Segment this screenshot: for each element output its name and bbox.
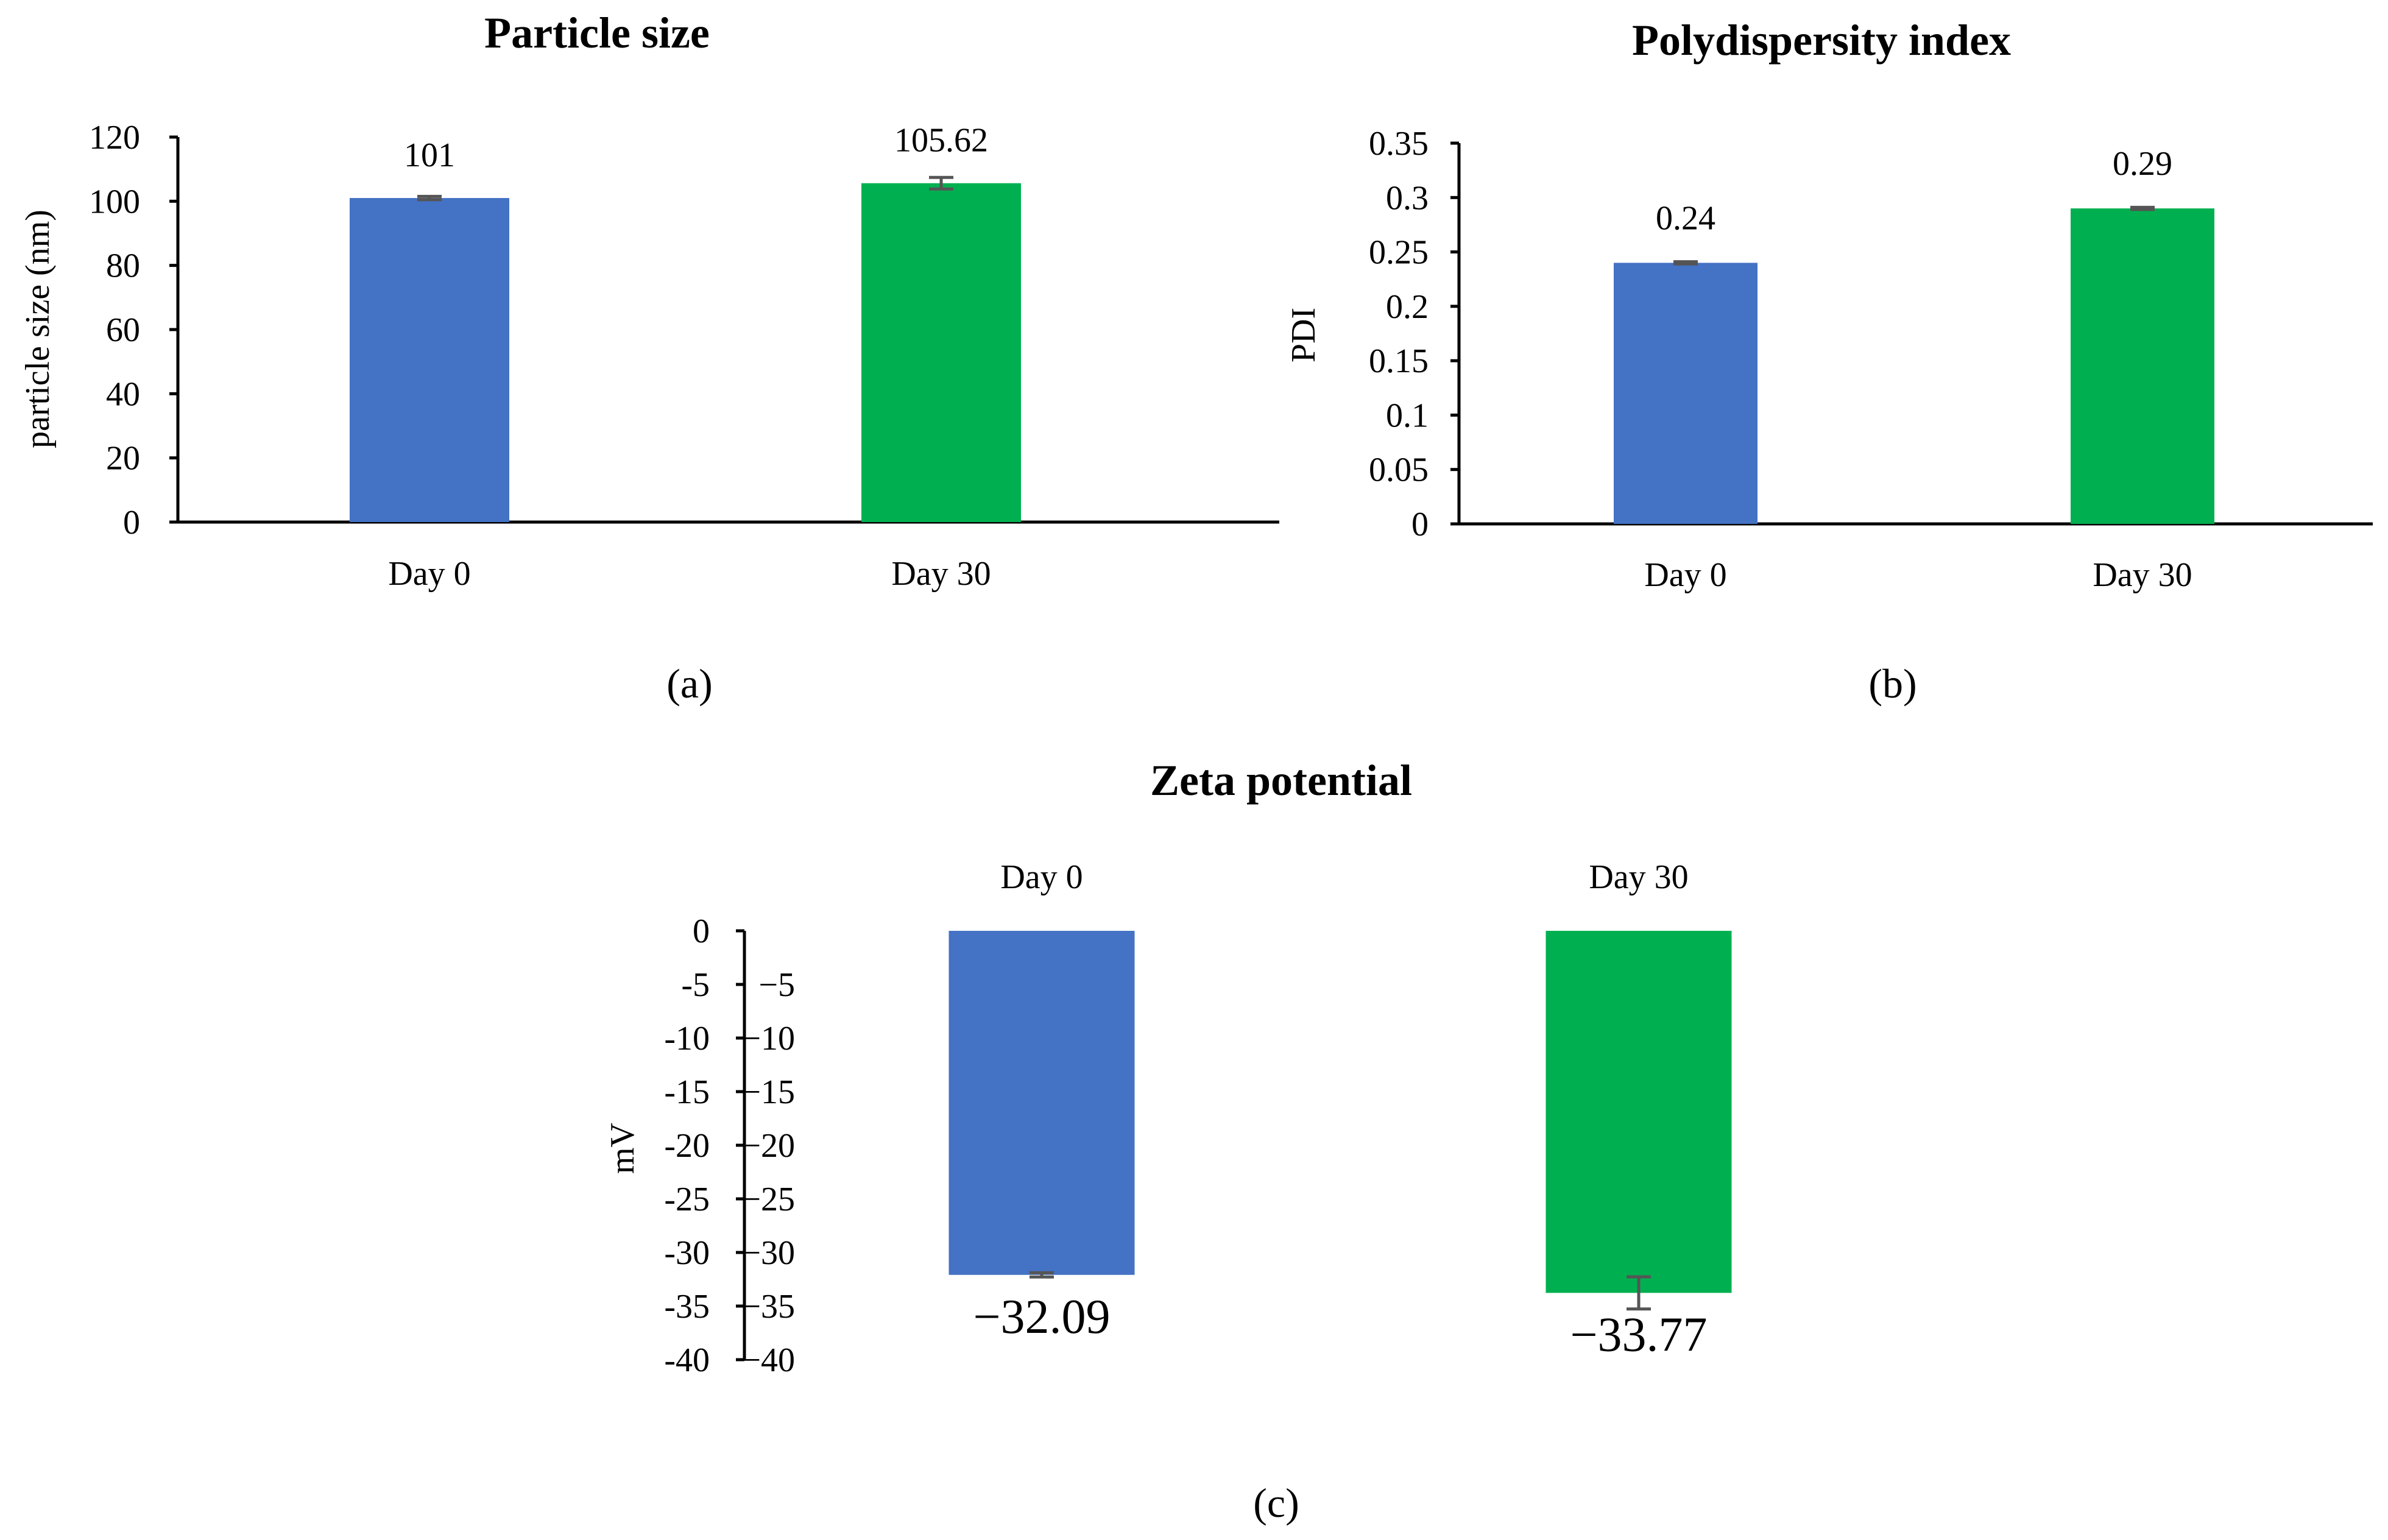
y-tick-label: 0 [693,913,710,950]
y-axis-label: PDI [1285,308,1323,362]
y-tick-label: 120 [89,119,140,157]
chart-title: Particle size [484,9,710,57]
y-tick-label: 0.1 [1386,397,1429,434]
y-tick-label: 0.15 [1369,342,1429,380]
y-tick-label: -10 [664,1020,710,1058]
y-tick-label-inner: −20 [741,1127,795,1165]
x-tick-label: Day 30 [2093,556,2192,594]
data-label: −32.09 [973,1290,1110,1344]
data-label: 101 [404,136,455,174]
y-tick-label: 0 [123,504,140,542]
x-tick-label: Day 0 [388,555,470,593]
y-tick-label: -5 [681,966,710,1004]
y-tick-label-inner: −15 [741,1073,795,1111]
y-tick-label-inner: −5 [758,966,795,1004]
y-tick-label: 100 [89,183,140,221]
y-tick-label-inner: −35 [741,1288,795,1326]
y-tick-label: -25 [664,1181,710,1218]
chart-title: Zeta potential [1150,756,1412,805]
y-tick-label: -35 [664,1288,710,1326]
y-tick-label: 0 [1411,506,1429,543]
y-tick-label: 20 [106,440,140,478]
bar-day-30 [861,183,1021,522]
x-tick-label: Day 30 [891,555,991,593]
y-tick-label: -40 [664,1341,710,1379]
y-tick-label: 0.2 [1386,288,1429,326]
y-tick-label-inner: −25 [741,1181,795,1218]
y-tick-label: 0.35 [1369,125,1429,163]
bar-day-30 [1545,931,1732,1293]
panel-label: (c) [1253,1480,1299,1526]
chart-title: Polydispersity index [1632,16,2011,65]
y-tick-label: 40 [106,375,140,413]
data-label: −33.77 [1570,1308,1707,1362]
x-tick-label: Day 0 [1000,858,1083,896]
y-tick-label: 80 [106,247,140,285]
bar-day-0 [1614,263,1757,524]
y-tick-label: 0.3 [1386,179,1429,217]
data-label: 0.24 [1656,199,1715,237]
y-tick-label-inner: −40 [741,1341,795,1379]
bar-day-30 [2071,208,2214,525]
y-tick-label: -20 [664,1127,710,1165]
bar-day-0 [350,198,509,523]
y-tick-label: 0.05 [1369,451,1429,489]
x-tick-label: Day 0 [1644,556,1726,594]
y-axis-label: particle size (nm) [19,210,57,448]
y-tick-label: 0.25 [1369,234,1429,272]
chart-zeta-potential: Zeta potential mV 0 -5 −5 -10 −10 -15 −15 -20 −2… [604,756,1732,1526]
y-tick-label-inner: −30 [741,1234,795,1272]
y-tick-label-inner: −10 [741,1020,795,1058]
data-label: 0.29 [2113,145,2172,183]
panel-label: (b) [1868,660,1916,707]
data-label: 105.62 [894,122,988,160]
y-tick-label: 60 [106,311,140,349]
panel-label: (a) [666,660,712,707]
y-tick-label: -30 [664,1234,710,1272]
bar-day-0 [948,931,1135,1275]
y-axis-label: mV [604,1123,641,1174]
y-tick-label: -15 [664,1073,710,1111]
chart-polydispersity-index: Polydispersity index PDI 0 0.05 0.1 0.15 0.2… [1285,16,2373,707]
x-tick-label: Day 30 [1589,858,1688,896]
chart-particle-size: Particle size particle size (nm) 0 20 40 60… [19,9,1279,707]
